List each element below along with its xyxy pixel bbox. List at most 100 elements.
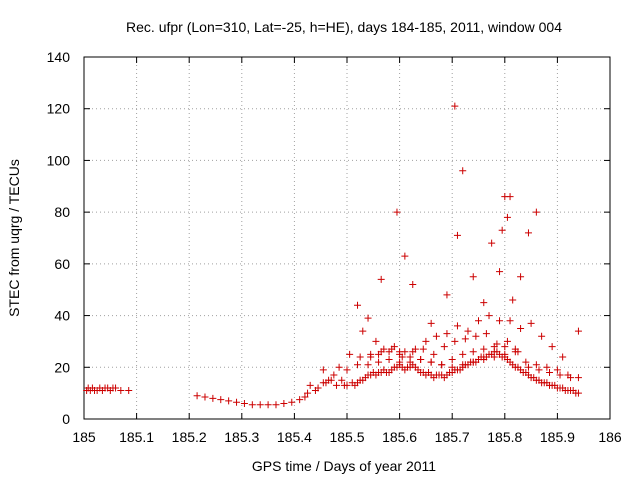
data-point (248, 401, 256, 409)
data-point (346, 350, 354, 358)
data-point (493, 340, 501, 348)
data-point (511, 348, 519, 356)
grid (84, 57, 610, 419)
data-point (438, 361, 446, 369)
x-tick-label: 185.8 (487, 429, 522, 445)
y-tick-label: 100 (47, 152, 71, 168)
data-point (240, 399, 248, 407)
data-point (509, 296, 517, 304)
y-tick-label: 0 (62, 411, 70, 427)
data-point (325, 376, 333, 384)
data-point (314, 384, 322, 392)
data-point (501, 350, 509, 358)
data-point (490, 353, 498, 361)
data-point (385, 348, 393, 356)
data-point (411, 345, 419, 353)
data-point (451, 337, 459, 345)
data-point (496, 317, 504, 325)
data-point (125, 387, 133, 395)
data-point (430, 350, 438, 358)
data-point (354, 361, 362, 369)
data-point (574, 327, 582, 335)
x-tick-label: 186 (598, 429, 622, 445)
x-tick-label: 185.7 (435, 429, 470, 445)
data-point (480, 345, 488, 353)
data-point (343, 366, 351, 374)
data-point (396, 350, 404, 358)
data-point (440, 343, 448, 351)
data-point (506, 193, 514, 201)
data-point (480, 299, 488, 307)
data-point (356, 353, 364, 361)
y-tick-label: 20 (54, 359, 70, 375)
data-point (443, 291, 451, 299)
data-point (272, 401, 280, 409)
data-point (553, 366, 561, 374)
data-point (396, 358, 404, 366)
data-point (390, 343, 398, 351)
data-point (480, 356, 488, 364)
data-point (459, 350, 467, 358)
x-tick-label: 185.4 (277, 429, 312, 445)
data-point (343, 381, 351, 389)
data-point (422, 337, 430, 345)
data-point (567, 374, 575, 382)
data-point (527, 319, 535, 327)
data-point (496, 268, 504, 276)
data-point (193, 392, 201, 400)
data-point (209, 394, 217, 402)
data-point (427, 358, 435, 366)
data-point (532, 361, 540, 369)
data-point (522, 358, 530, 366)
x-tick-label: 185.9 (540, 429, 575, 445)
data-point (417, 356, 425, 364)
data-point (538, 332, 546, 340)
data-point (461, 335, 469, 343)
data-point (201, 393, 209, 401)
y-tick-label: 60 (54, 256, 70, 272)
data-point (301, 393, 309, 401)
data-point (375, 358, 383, 366)
y-axis-label: STEC from uqrg / TECUs (6, 159, 22, 317)
data-point (524, 363, 532, 371)
data-point (453, 322, 461, 330)
data-point (469, 348, 477, 356)
data-point (401, 252, 409, 260)
data-point (380, 345, 388, 353)
data-point (319, 366, 327, 374)
data-point (475, 317, 482, 325)
data-point (217, 396, 225, 404)
y-tick-label: 140 (47, 49, 71, 65)
x-tick-label: 185 (72, 429, 96, 445)
data-point (503, 213, 511, 221)
data-point (464, 327, 472, 335)
data-point (406, 353, 414, 361)
data-point (448, 363, 456, 371)
data-point (225, 397, 233, 405)
y-tick-labels: 0 20 40 60 80 100 120 140 (47, 49, 71, 427)
data-point (469, 358, 477, 366)
data-point (364, 314, 372, 322)
data-point (296, 396, 304, 404)
data-point (304, 389, 312, 397)
data-point (532, 208, 540, 216)
data-point (448, 356, 456, 364)
data-point (432, 332, 440, 340)
data-point (453, 231, 461, 239)
x-tick-label: 185.3 (224, 429, 259, 445)
data-point (451, 102, 459, 110)
data-point (335, 363, 343, 371)
data-point (359, 327, 367, 335)
data-point (459, 167, 467, 175)
data-point (377, 275, 385, 283)
data-point (288, 398, 296, 406)
data-point (338, 376, 346, 384)
data-point (482, 330, 490, 338)
data-point (546, 368, 554, 376)
data-point (112, 384, 120, 392)
chart-title: Rec. ufpr (Lon=310, Lat=-25, h=HE), days… (126, 19, 562, 35)
data-point (443, 330, 451, 338)
data-point (117, 387, 125, 395)
data-point (574, 389, 582, 397)
